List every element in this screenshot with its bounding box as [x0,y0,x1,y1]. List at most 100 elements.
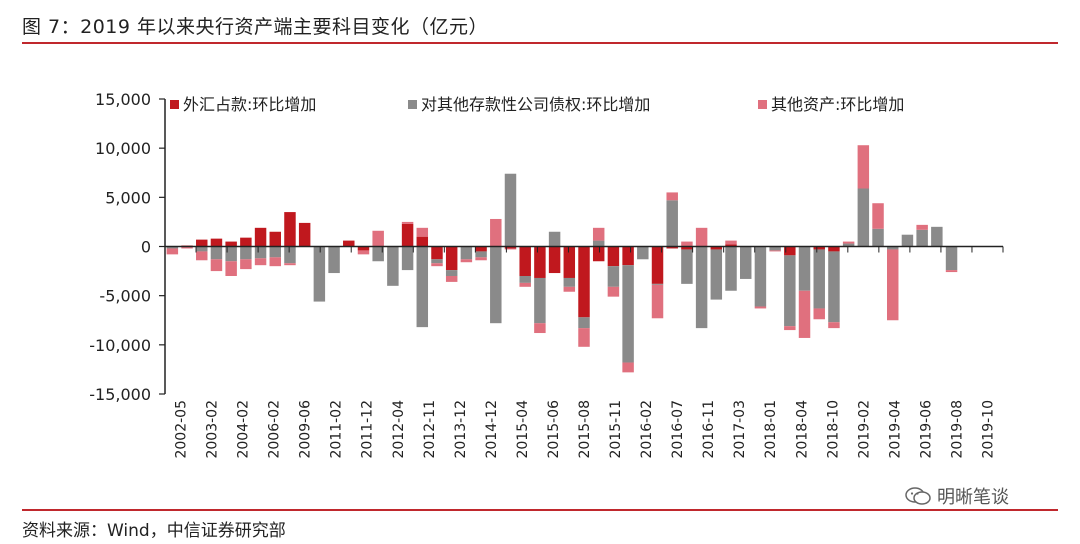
bar-foreign_exchange [548,246,561,274]
bar-claims_other_depository [210,246,223,260]
bar-claims_other_depository [372,246,384,262]
bar-claims_other_depository [681,249,693,284]
bar-foreign_exchange [813,246,825,250]
bar-claims_other_depository [857,188,870,247]
bar-other_assets [872,203,884,229]
y-tick-label: 0 [141,238,151,257]
bar-claims_other_depository [813,249,825,309]
bar-foreign_exchange [475,246,487,252]
title-rule [22,42,1058,44]
bar-other_assets [916,224,928,230]
bar-other_assets [578,328,590,347]
bar-claims_other_depository [695,246,708,329]
bar-claims_other_depository [651,283,664,285]
bar-claims_other_depository [431,259,443,264]
wechat-icon [905,487,931,505]
bar-foreign_exchange [401,223,414,247]
bar-other_assets [445,276,458,282]
x-tick-label: 2016-11 [701,400,717,459]
legend-swatch-other_assets [758,100,767,109]
bar-other_assets [857,145,870,189]
bar-claims_other_depository [548,231,561,247]
bar-other_assets [460,259,473,263]
x-tick-label: 2011-02 [329,400,345,459]
bar-other_assets [842,241,855,244]
bar-claims_other_depository [887,246,899,250]
bar-foreign_exchange [681,246,693,250]
bar-other_assets [284,263,296,266]
x-tick-label: 2002-05 [174,400,190,459]
bar-other_assets [592,227,605,241]
legend-swatch-foreign_exchange [170,100,179,109]
x-tick-label: 2003-02 [205,400,221,459]
bar-foreign_exchange [254,227,267,247]
bar-claims_other_depository [254,246,267,259]
bar-other_assets [254,258,267,266]
x-tick-label: 2016-02 [639,400,655,459]
bar-other_assets [798,290,811,338]
bar-claims_other_depository [739,246,752,279]
bar-foreign_exchange [666,246,678,249]
bar-claims_other_depository [622,265,634,363]
x-tick-label: 2019-04 [887,400,903,459]
bar-claims_other_depository [592,240,605,247]
bar-other_assets [607,286,620,297]
bar-other_assets [769,250,781,252]
legend: 外汇占款:环比增加 对其他存款性公司债权:环比增加 其他资产:环比增加 [170,95,904,114]
bar-other_assets [651,284,664,319]
bar-claims_other_depository [504,173,517,247]
bar-foreign_exchange [298,222,311,247]
legend-label-foreign_exchange: 外汇占款:环比增加 [183,95,316,114]
bar-other_assets [666,192,678,201]
bar-other_assets [813,308,825,320]
bar-other_assets [372,230,384,247]
source-note: 资料来源：Wind，中信证券研究部 [22,521,286,541]
bar-other_assets [622,362,634,373]
bar-foreign_exchange [725,244,737,247]
bar-foreign_exchange [519,246,531,276]
bar-other_assets [269,257,281,267]
bar-claims_other_depository [578,317,590,329]
bar-foreign_exchange [578,246,590,318]
x-tick-label: 2018-10 [825,400,841,459]
x-tick-label: 2006-02 [267,400,283,459]
bar-other_assets [563,286,576,292]
bar-foreign_exchange [210,238,223,247]
bar-other_assets [945,270,958,273]
bar-claims_other_depository [166,246,179,249]
bar-other_assets [240,259,252,270]
x-tick-label: 2015-04 [515,400,531,459]
watermark-text: 明晰笔谈 [937,487,1009,508]
bar-claims_other_depository [637,246,649,260]
x-tick-label: 2012-04 [391,400,407,459]
x-tick-label: 2019-06 [918,400,934,459]
bar-foreign_exchange [343,240,355,247]
bar-foreign_exchange [651,246,664,284]
bar-other_assets [519,282,531,287]
x-tick-label: 2011-12 [360,400,376,459]
legend-swatch-claims_other_depository [408,100,417,109]
bar-claims_other_depository [872,228,884,247]
bar-claims_other_depository [269,246,281,258]
bar-claims_other_depository [607,266,620,287]
bar-other_assets [225,261,237,276]
x-tick-label: 2017-03 [732,400,748,459]
bar-claims_other_depository [945,246,958,271]
x-tick-label: 2014-12 [484,400,500,459]
bar-foreign_exchange [431,246,443,260]
x-tick-label: 2004-02 [236,400,252,459]
figure-title: 图 7：2019 年以来央行资产端主要科目变化（亿元） [22,16,489,38]
x-tick-label: 2016-07 [670,400,686,459]
bar-claims_other_depository [387,246,399,286]
y-tick-label: 10,000 [95,139,151,158]
bar-claims_other_depository [798,246,811,291]
bar-claims_other_depository [328,246,340,274]
bar-foreign_exchange [710,246,723,250]
bar-claims_other_depository [842,243,855,247]
bar-other_assets [695,227,708,247]
bar-foreign_exchange [269,231,281,247]
bar-foreign_exchange [607,246,620,267]
bar-claims_other_depository [475,251,487,258]
x-axis: 2002-05 2003-02 2004-02 2006-02 2009-06 2011-… [164,245,1004,459]
bar-claims_other_depository [666,200,678,247]
